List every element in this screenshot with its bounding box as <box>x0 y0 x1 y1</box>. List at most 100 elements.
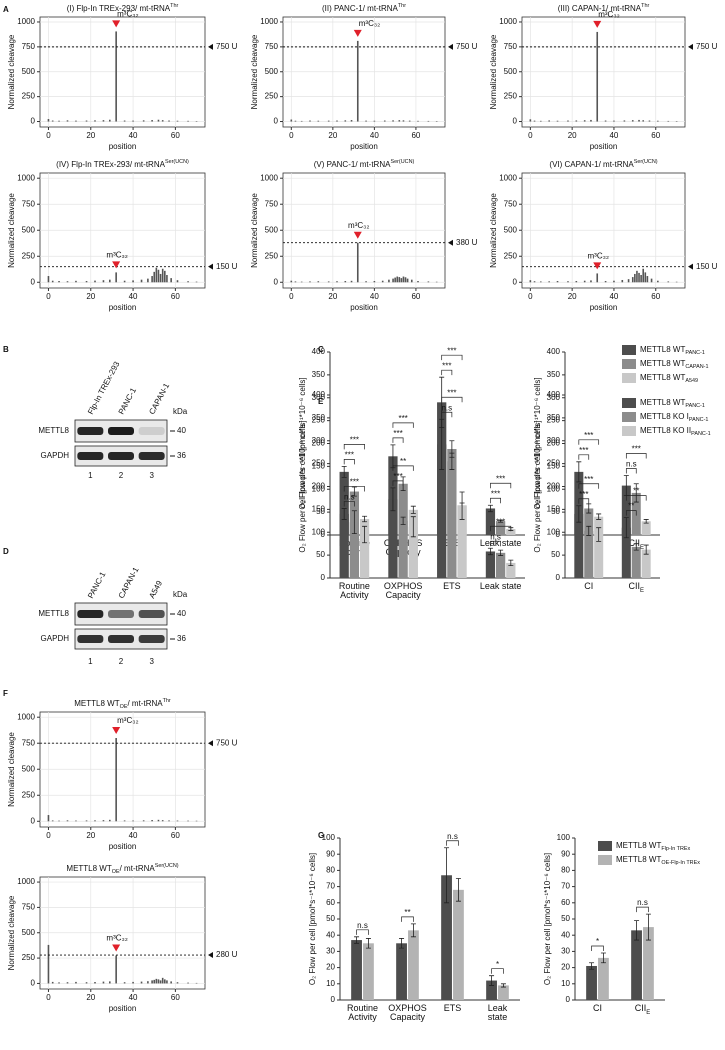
bar <box>349 522 360 578</box>
bar <box>398 120 401 122</box>
error-bar <box>487 504 493 513</box>
y-tick-label: 150 <box>312 504 326 513</box>
bar <box>506 562 516 578</box>
significance-label: *** <box>496 517 505 526</box>
y-tick-label: 500 <box>22 225 36 234</box>
y-axis-label: Normalized cleavage <box>489 193 498 268</box>
threshold-label: 380 U <box>456 238 478 247</box>
y-tick-label: 70 <box>326 882 335 891</box>
blot-band <box>108 452 134 460</box>
x-tick-label: 40 <box>370 292 379 301</box>
y-tick-label: 400 <box>312 347 326 356</box>
significance-bracket <box>392 480 404 486</box>
significance-bracket <box>591 945 604 952</box>
significance-bracket <box>441 354 463 361</box>
y-tick-label: 400 <box>547 390 561 399</box>
bar <box>365 120 367 122</box>
y-tick-label: 250 <box>312 459 326 468</box>
y-tick-label: 0 <box>31 979 36 988</box>
bar <box>123 120 126 122</box>
category-label: Leak state <box>480 582 522 591</box>
bar <box>657 120 659 122</box>
error-bar <box>410 516 416 538</box>
y-tick-label: 500 <box>22 67 36 76</box>
bar <box>590 280 592 283</box>
category-label-box: Leak state <box>480 582 522 591</box>
title-part: (VI) CAPAN-1/ mt-tRNA <box>549 160 634 169</box>
significance-bracket <box>441 369 453 376</box>
panel-label: A <box>3 5 9 14</box>
y-tick-label: 250 <box>22 953 36 962</box>
y-tick-label: 50 <box>326 914 335 923</box>
bar <box>400 278 403 283</box>
bar <box>631 277 634 283</box>
x-tick-label: 40 <box>609 131 618 140</box>
legend-swatch <box>622 412 636 422</box>
y-tick-label: 0 <box>513 277 518 286</box>
bar <box>586 965 597 1000</box>
y-tick-label: 750 <box>504 199 518 208</box>
bar <box>623 120 626 122</box>
significance-bracket <box>490 482 512 489</box>
bar <box>157 119 160 122</box>
error-bar <box>498 519 504 523</box>
title-part: Thr <box>398 3 406 9</box>
y-tick-label: 750 <box>504 42 518 51</box>
x-tick-label: 20 <box>328 292 337 301</box>
bar <box>373 120 376 122</box>
bar <box>195 820 198 822</box>
significance-label: ** <box>628 502 634 511</box>
y-tick-label: 0 <box>556 573 561 582</box>
category-text: OXPHOS Capacity <box>383 582 423 601</box>
legend-name: METTL8 WT <box>640 345 685 354</box>
marker-triangle <box>593 20 602 28</box>
x-axis-label: position <box>109 303 137 312</box>
title-part: / mt-tRNA <box>127 699 163 708</box>
y-axis-label: Normalized cleavage <box>7 732 16 807</box>
y-tick-label: 750 <box>22 42 36 51</box>
x-axis-label: position <box>109 842 137 851</box>
bar <box>640 274 642 283</box>
significance-label: *** <box>350 435 359 444</box>
chart-title: (IV) Flp-In TREx-293/ mt-tRNASer(UCN) <box>56 159 189 169</box>
x-axis-label: position <box>109 142 137 151</box>
legend-swatch <box>622 359 636 369</box>
threshold-label: 150 U <box>696 262 718 271</box>
error-bar <box>596 527 602 542</box>
significance-label: *** <box>579 446 588 455</box>
significance-label: n.s <box>490 532 501 541</box>
bar <box>506 529 516 535</box>
bar <box>132 820 134 822</box>
bar <box>161 268 164 283</box>
bar <box>317 120 320 122</box>
x-tick-label: 0 <box>46 831 51 840</box>
y-axis-label: O₂ Flow per cell [pmol*s⁻¹*10⁻⁶ cells] <box>543 853 552 985</box>
significance-bracket <box>578 439 600 445</box>
y-tick-label: 100 <box>557 833 571 842</box>
bar <box>142 120 145 122</box>
bar <box>327 120 330 122</box>
bar <box>643 927 654 1000</box>
marker-label: m³C₃₂ <box>359 19 380 28</box>
y-tick-label: 1000 <box>17 17 35 26</box>
x-tick-label: 20 <box>86 993 95 1002</box>
bar <box>142 820 145 822</box>
chart-title: (III) CAPAN-1/ mt-tRNAThr <box>558 3 650 13</box>
bar <box>336 120 338 122</box>
error-bar <box>586 503 592 514</box>
error-bar <box>390 487 396 512</box>
title-part: (V) PANC-1/ mt-tRNA <box>314 160 391 169</box>
kda-label: kDa <box>173 407 188 416</box>
bar <box>388 279 390 283</box>
legend-swatch <box>598 855 612 865</box>
bar <box>187 820 189 822</box>
category-label-box: Routine Activity <box>339 582 370 600</box>
x-tick-label: 20 <box>86 831 95 840</box>
x-tick-label: 40 <box>609 292 618 301</box>
bar <box>392 278 394 283</box>
y-tick-label: 80 <box>561 866 570 875</box>
y-tick-label: 90 <box>561 849 570 858</box>
threshold-arrow <box>688 43 693 50</box>
bar <box>75 120 77 122</box>
